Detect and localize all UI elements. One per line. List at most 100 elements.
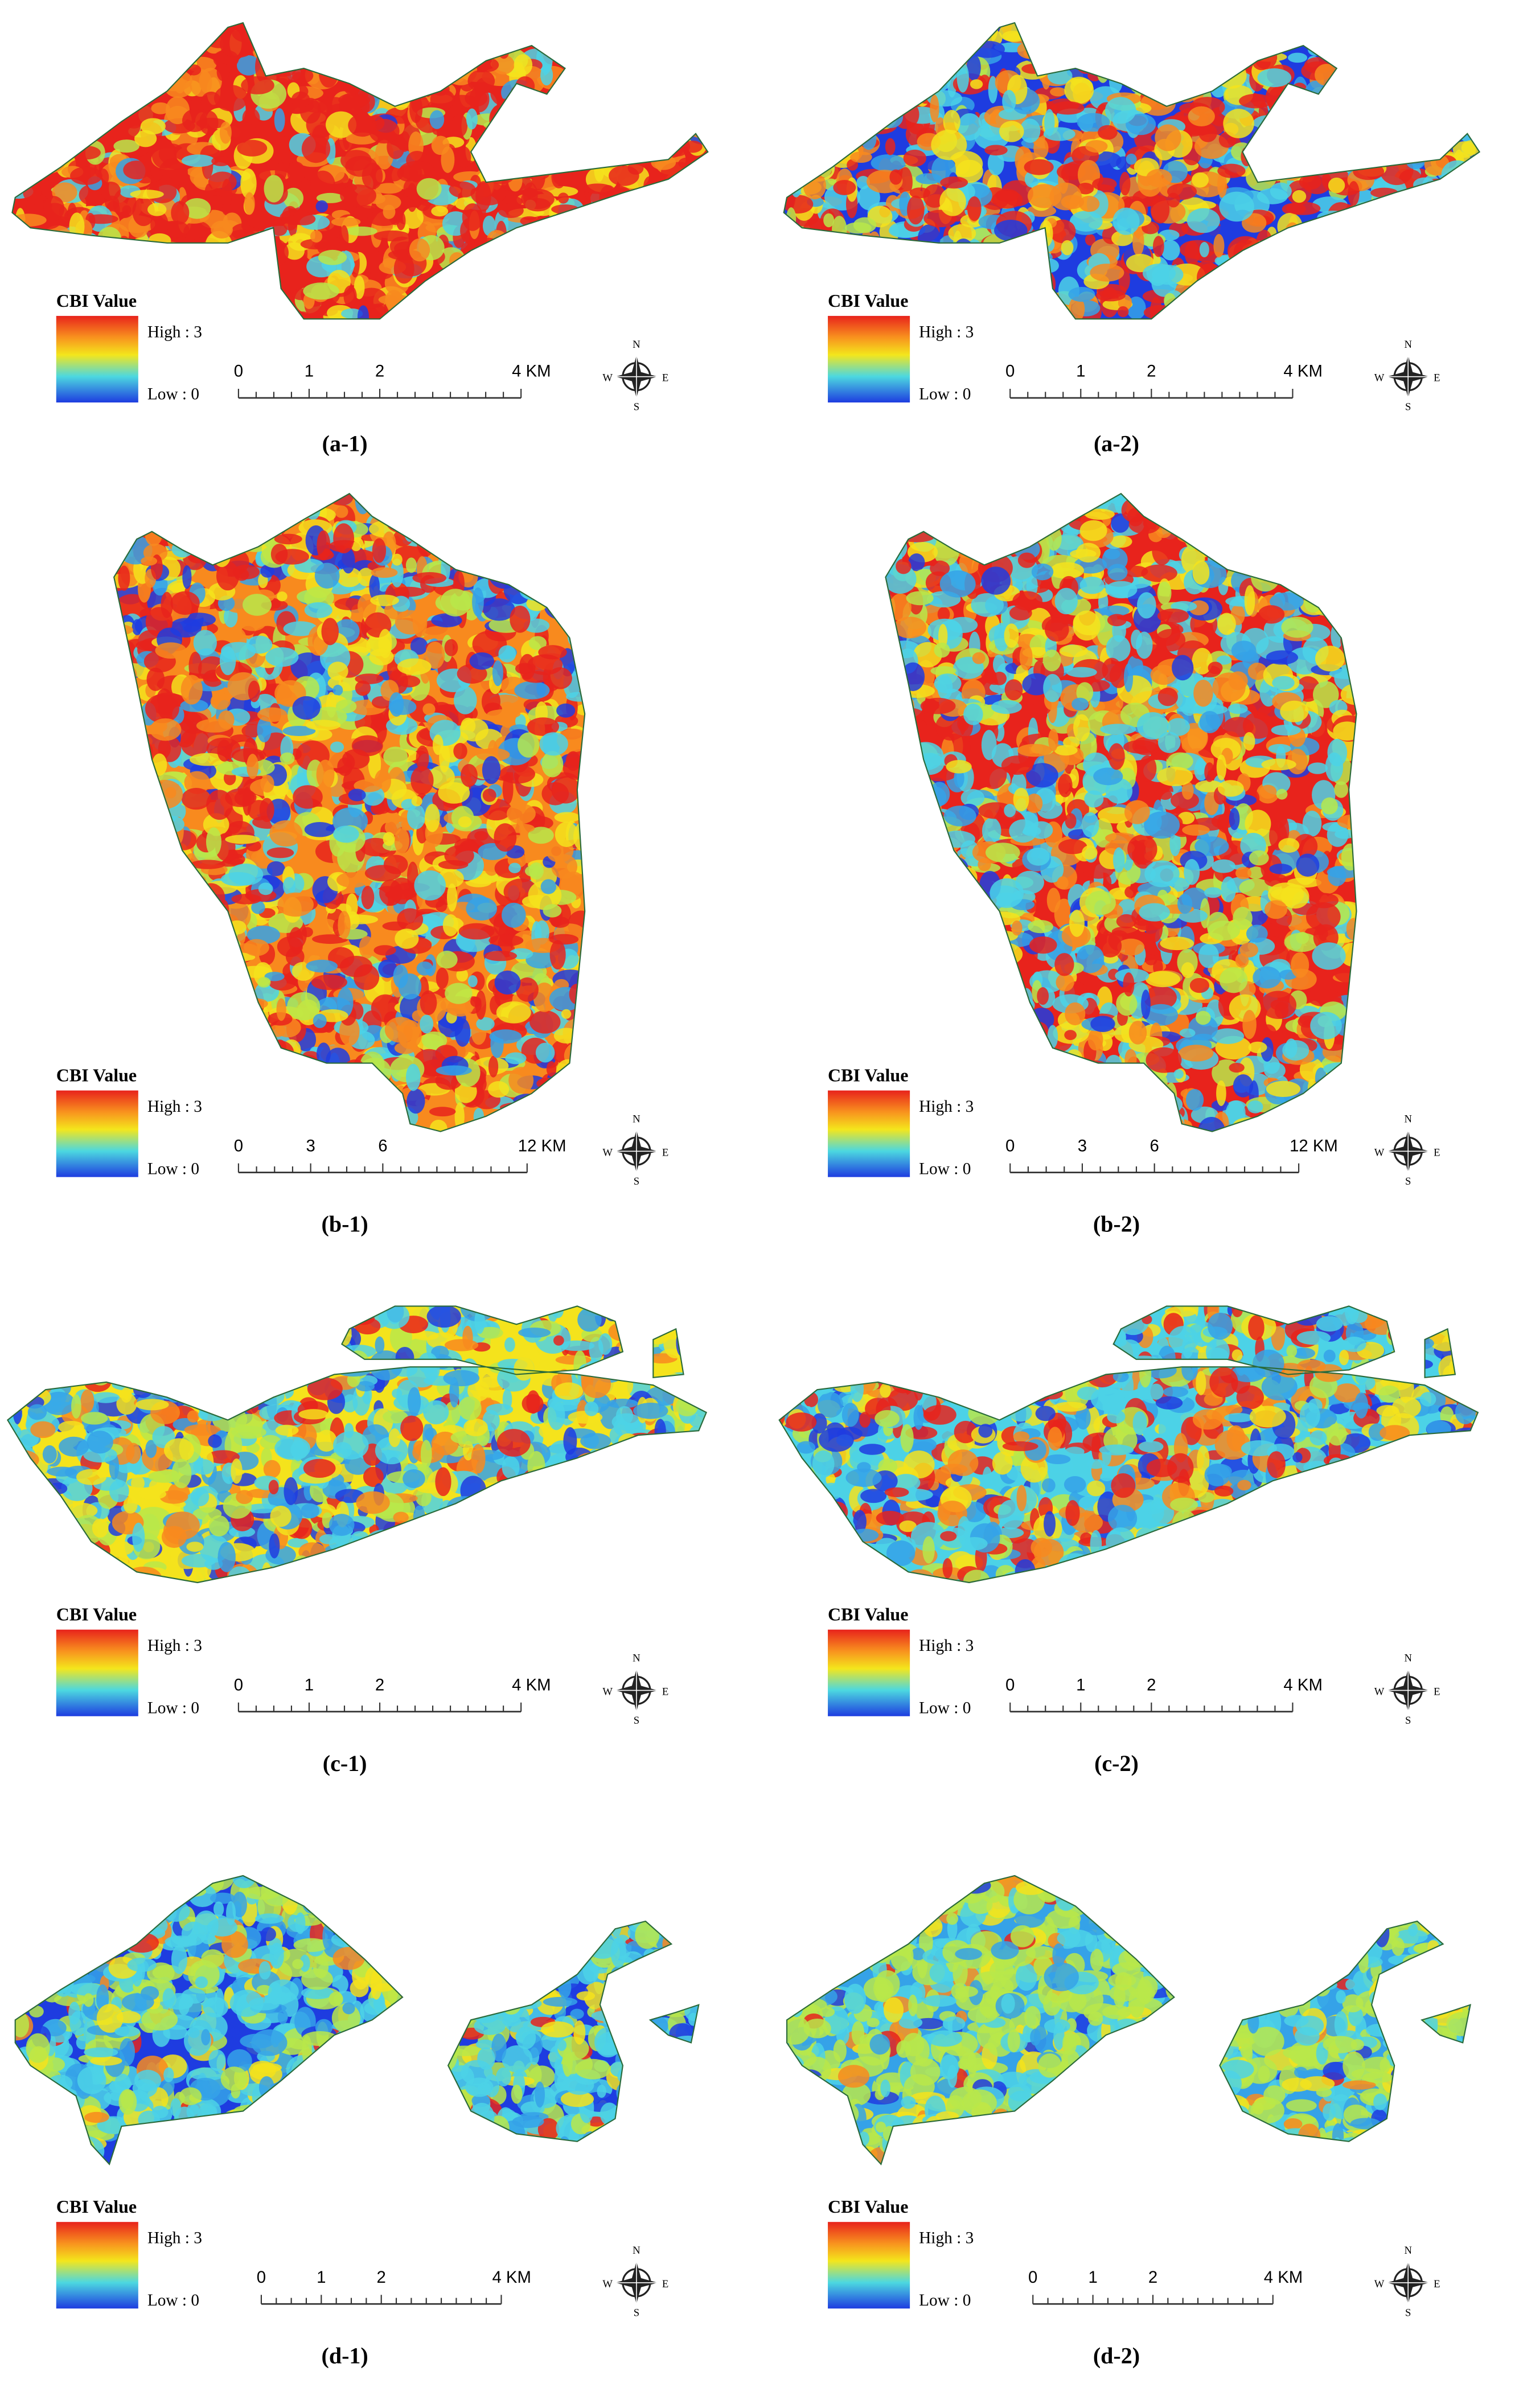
map-cell	[173, 887, 204, 913]
map-cell	[1404, 106, 1421, 116]
map-cell	[313, 23, 338, 47]
map-cell	[688, 282, 708, 310]
map-cell	[404, 508, 437, 539]
map-cell	[1398, 90, 1425, 119]
map-cell	[958, 32, 967, 57]
map-cell	[12, 57, 23, 67]
map-cell	[1313, 238, 1344, 258]
map-cell	[134, 265, 158, 286]
map-cell	[1210, 48, 1226, 71]
map-cell	[519, 562, 545, 593]
map-cell	[187, 939, 223, 960]
map-cell	[570, 578, 585, 593]
map-cell	[429, 1107, 456, 1117]
map-cell	[1001, 278, 1019, 307]
map-cell	[597, 229, 616, 253]
map-cell	[489, 1029, 522, 1044]
map-cell	[229, 1031, 243, 1050]
map-cell	[1393, 70, 1417, 87]
map-cell	[1353, 163, 1385, 180]
map-cell	[504, 243, 533, 268]
map-cell	[198, 1038, 224, 1069]
map-cell	[149, 40, 170, 66]
map-cell	[192, 958, 214, 973]
map-cell	[1220, 276, 1243, 289]
map-cell	[298, 26, 311, 39]
map-cell	[1404, 112, 1425, 136]
map-cell	[303, 23, 330, 46]
map-cell	[14, 106, 40, 134]
map-cell	[947, 283, 962, 299]
map-cell	[933, 38, 956, 59]
map-cell	[643, 176, 658, 195]
map-cell	[1155, 51, 1169, 67]
map-cell	[618, 261, 645, 280]
map-cell	[1296, 250, 1326, 268]
map-cell	[281, 206, 299, 231]
map-cell	[459, 30, 483, 46]
map-cell	[1288, 235, 1311, 262]
map-cell	[295, 40, 328, 66]
map-cell	[807, 83, 820, 98]
map-cell	[1366, 280, 1388, 304]
map-cell	[1361, 43, 1385, 64]
map-cell	[1021, 278, 1053, 307]
map-cell	[219, 30, 256, 58]
map-cell	[783, 248, 806, 275]
map-cell	[698, 26, 708, 42]
map-cell	[265, 647, 299, 667]
map-cell	[700, 247, 708, 266]
map-cell	[557, 536, 585, 565]
map-cell	[1359, 267, 1374, 278]
map-cell	[1303, 240, 1339, 254]
map-cell	[958, 113, 982, 141]
compass-star-inner	[615, 355, 658, 398]
map-cell	[1344, 291, 1365, 301]
map-cell	[923, 279, 959, 295]
map-cell	[1033, 138, 1049, 159]
map-cell	[1002, 90, 1016, 113]
map-cell	[469, 511, 481, 527]
map-cell	[1442, 82, 1468, 100]
map-cell	[136, 1009, 158, 1028]
map-cell	[140, 912, 161, 941]
map-cell	[372, 73, 408, 91]
map-cell	[187, 26, 218, 48]
map-cell	[1460, 180, 1480, 209]
map-cell	[1002, 31, 1023, 41]
map-cell	[1117, 306, 1129, 318]
map-cell	[178, 880, 192, 897]
map-cell	[114, 746, 145, 770]
map-cell	[538, 564, 556, 580]
map-cell	[19, 158, 45, 180]
map-cell	[1361, 215, 1374, 245]
map-cell	[634, 139, 646, 152]
map-cell	[120, 1028, 139, 1038]
map-cell	[235, 1001, 262, 1027]
map-cell	[547, 1095, 570, 1107]
map-cell	[1167, 183, 1197, 200]
map-cell	[570, 69, 605, 85]
map-cell	[1460, 286, 1480, 312]
map-cell	[925, 69, 951, 92]
map-cell	[320, 1074, 356, 1088]
map-cell	[1344, 245, 1365, 268]
map-cell	[1198, 280, 1223, 310]
map-cell	[332, 684, 343, 696]
map-cell	[243, 996, 257, 1024]
map-cell	[680, 277, 708, 305]
map-cell	[623, 267, 638, 295]
map-cell	[126, 928, 153, 948]
scale-label: 1	[305, 362, 314, 381]
map-cell	[67, 23, 88, 30]
map-cell	[785, 280, 818, 302]
map-cell	[543, 254, 568, 282]
map-cell	[453, 272, 485, 296]
map-cell	[783, 274, 805, 283]
map-cell	[190, 923, 201, 940]
map-cell	[264, 48, 287, 71]
map-cell	[561, 264, 588, 274]
map-cell	[783, 272, 814, 286]
map-cell	[1109, 51, 1132, 67]
map-cell	[1156, 40, 1183, 61]
